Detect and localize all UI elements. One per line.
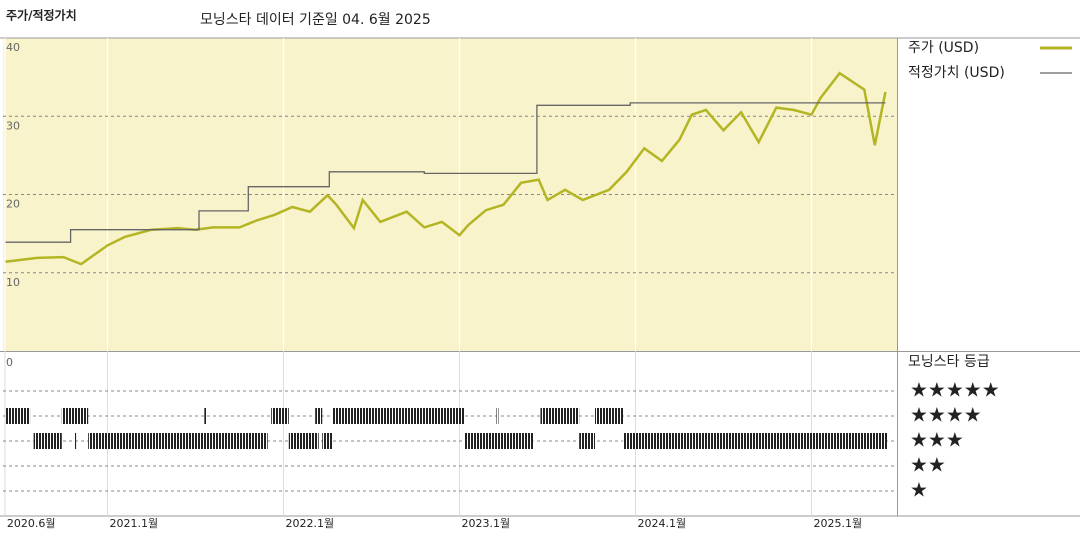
rating-bar — [74, 433, 77, 449]
rating-bar — [5, 408, 31, 424]
rating-bar — [33, 433, 62, 449]
y-tick-label: 40 — [6, 41, 20, 54]
x-tick-label: 2021.1월 — [110, 517, 159, 530]
x-tick-label: 2020.6월 — [7, 517, 56, 530]
rating-bar — [288, 433, 319, 449]
rating-axis-label: 0 — [6, 356, 13, 369]
rating-bar — [271, 408, 289, 424]
rating-bar — [88, 433, 268, 449]
rating-label: ★★★ — [910, 428, 964, 452]
rating-bar — [579, 433, 596, 449]
rating-label: ★★★★★ — [910, 378, 1000, 402]
rating-label: ★★ — [910, 453, 946, 477]
y-tick-label: 10 — [6, 276, 20, 289]
rating-bar — [540, 408, 580, 424]
rating-bar — [61, 408, 89, 424]
x-tick-label: 2022.1월 — [286, 517, 335, 530]
rating-bar — [315, 408, 323, 424]
legend-label: 적정가치 (USD) — [908, 65, 1005, 81]
rating-title: 모닝스타 등급 — [908, 354, 990, 370]
x-tick-label: 2023.1월 — [462, 517, 511, 530]
line-series — [5, 102, 886, 243]
rating-label: ★ — [910, 478, 928, 502]
y-tick-label: 20 — [6, 198, 20, 211]
rating-bar — [322, 433, 333, 449]
rating-bar — [332, 408, 465, 424]
chart-title: 주가/적정가치 — [6, 8, 77, 23]
rating-label: ★★★★ — [910, 403, 982, 427]
x-tick-label: 2025.1월 — [813, 517, 862, 530]
rating-bar — [464, 433, 534, 449]
rating-bar — [204, 408, 207, 424]
rating-bar — [595, 408, 624, 424]
x-tick-label: 2024.1월 — [637, 517, 686, 530]
legend-label: 주가 (USD) — [908, 40, 979, 56]
rating-bar — [623, 433, 888, 449]
y-tick-label: 30 — [6, 119, 20, 132]
chart-subtitle: 모닝스타 데이터 기준일 04. 6월 2025 — [200, 12, 431, 28]
rating-bar — [496, 408, 499, 424]
